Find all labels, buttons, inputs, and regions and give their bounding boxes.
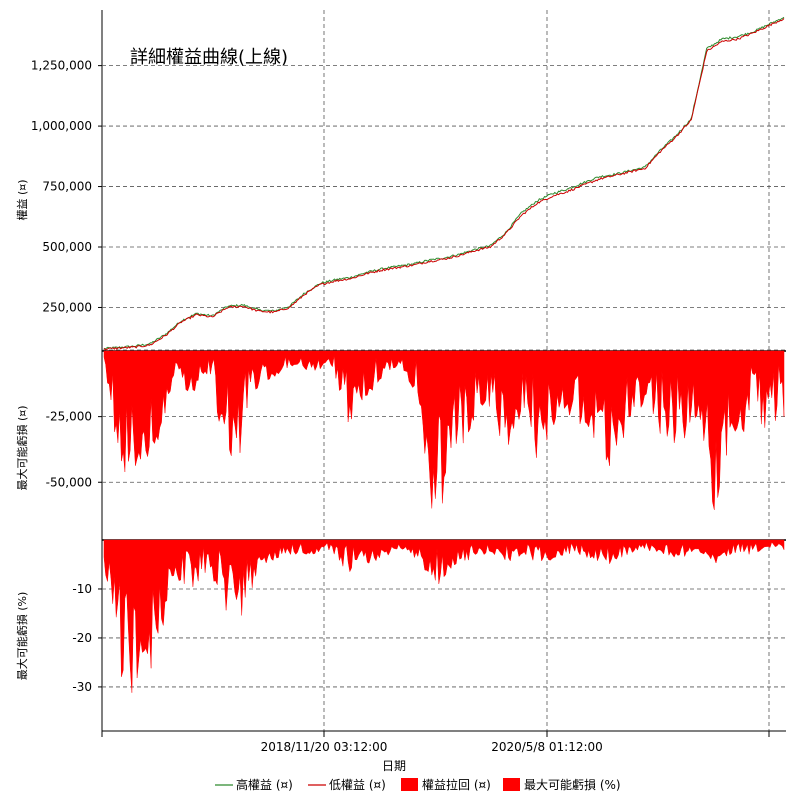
legend-item-high-equity: 高權益 (¤) xyxy=(215,777,293,792)
equity-panel-grid xyxy=(101,10,786,351)
drawdown-amount-panel: -25,000 -50,000 最大可能虧損 (¤) xyxy=(15,350,786,540)
equity-panel-series xyxy=(103,16,785,351)
y-tick-label: -10 xyxy=(72,582,92,596)
y-tick-label: 750,000 xyxy=(42,180,92,194)
drawdown-amount-ticks: -25,000 -50,000 xyxy=(46,410,102,489)
x-axis-label: 日期 xyxy=(382,759,406,773)
y-tick-label: 250,000 xyxy=(42,300,92,314)
drawdown-percent-series xyxy=(103,539,785,693)
y-tick-label: -30 xyxy=(72,680,92,694)
equity-series-line xyxy=(103,18,785,351)
legend-label: 權益拉回 (¤) xyxy=(422,777,491,792)
y-tick-label: -25,000 xyxy=(46,410,92,424)
x-tick-label: 2018/11/20 03:12:00 xyxy=(261,740,388,754)
y-tick-label: 1,250,000 xyxy=(31,59,92,73)
drawdown-percent-ticks: -10 -20 -30 xyxy=(72,582,102,694)
drawdown-percent-panel: -10 -20 -30 最大可能虧損 (%) xyxy=(15,539,786,731)
legend-swatch xyxy=(503,778,520,791)
drawdown-amount-series xyxy=(103,350,785,510)
chart-title: 詳細權益曲線(上線) xyxy=(130,47,288,68)
legend-item-equity-pullback: 權益拉回 (¤) xyxy=(401,777,491,792)
y-tick-label: -20 xyxy=(72,631,92,645)
equity-panel-ticks: 250,000 500,000 750,000 1,000,000 1,250,000 xyxy=(31,59,102,314)
legend-swatch xyxy=(401,778,418,791)
legend-item-max-drawdown-percent: 最大可能虧損 (%) xyxy=(503,777,621,792)
drawdown-percent-y-axis-label: 最大可能虧損 (%) xyxy=(15,592,29,681)
y-tick-label: 500,000 xyxy=(42,240,92,254)
drawdown-area xyxy=(103,539,785,693)
x-axis: 2018/11/20 03:12:00 2020/5/8 01:12:00 日期 xyxy=(101,730,786,773)
legend: 高權益 (¤) 低權益 (¤) 權益拉回 (¤) 最大可能虧損 (%) xyxy=(215,777,621,792)
x-axis-ticks xyxy=(101,731,770,737)
equity-panel: 250,000500,000750,0001,000,0001,250,000 … xyxy=(15,10,786,351)
y-tick-label: -50,000 xyxy=(46,475,92,489)
drawdown-area xyxy=(103,350,785,510)
x-tick-label: 2020/5/8 01:12:00 xyxy=(491,740,603,754)
equity-y-axis-label: 權益 (¤) xyxy=(15,179,29,220)
drawdown-amount-y-axis-label: 最大可能虧損 (¤) xyxy=(15,405,29,490)
legend-label: 高權益 (¤) xyxy=(236,777,293,792)
legend-label: 最大可能虧損 (%) xyxy=(524,777,621,792)
y-tick-label: 1,000,000 xyxy=(31,119,92,133)
legend-label: 低權益 (¤) xyxy=(329,778,386,792)
legend-item-low-equity: 低權益 (¤) xyxy=(308,778,386,792)
